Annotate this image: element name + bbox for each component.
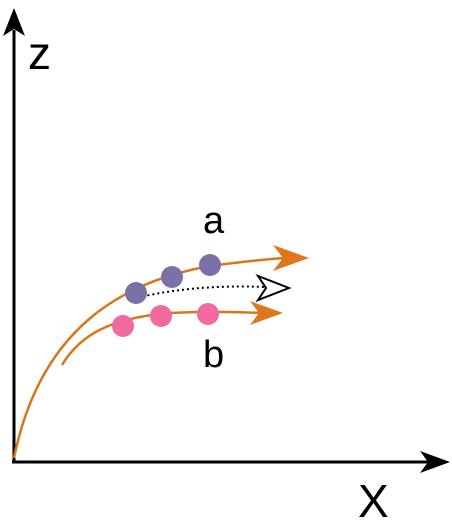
dotted-path-open-arrowhead bbox=[255, 273, 292, 303]
curve-a bbox=[12, 256, 286, 459]
particle-b-3 bbox=[197, 303, 219, 325]
curve-b-arrowhead bbox=[250, 301, 283, 325]
particle-a-1 bbox=[125, 282, 147, 304]
curve-a-arrowhead bbox=[273, 245, 309, 271]
z-axis-arrowhead bbox=[3, 8, 25, 36]
particle-b-2 bbox=[150, 305, 172, 327]
x-axis-label: X bbox=[358, 475, 389, 527]
z-axis-label: z bbox=[28, 27, 51, 79]
particle-b-1 bbox=[112, 315, 134, 337]
dotted-mean-path bbox=[127, 285, 266, 301]
curve-a-label: a bbox=[203, 200, 225, 242]
particle-a-3 bbox=[199, 254, 221, 276]
x-axis-arrowhead bbox=[420, 451, 450, 473]
particle-a-2 bbox=[161, 266, 183, 288]
curve-b-label: b bbox=[203, 334, 225, 376]
